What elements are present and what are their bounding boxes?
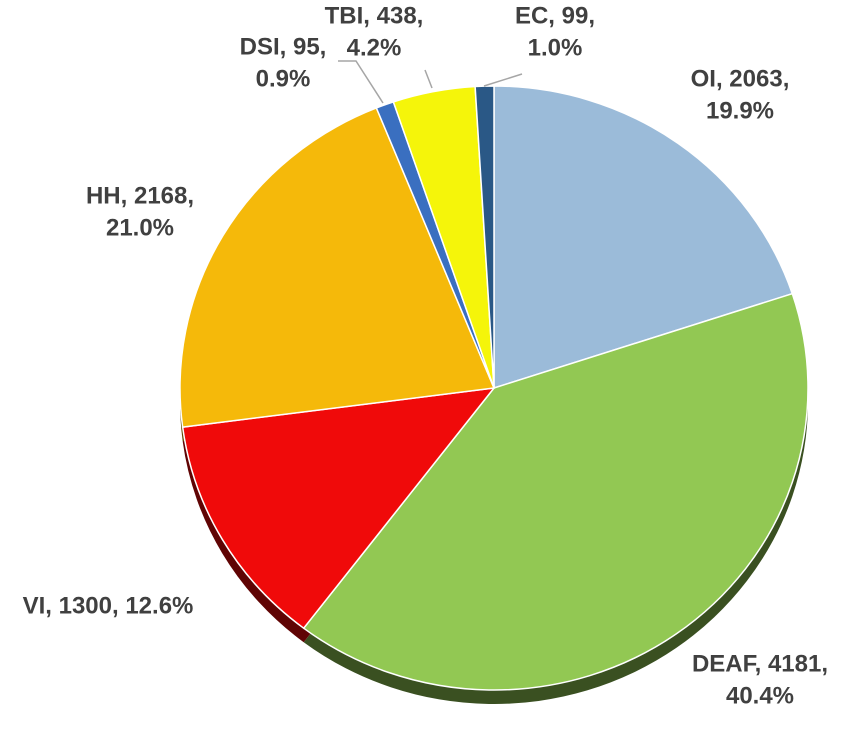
slice	[179, 107, 496, 428]
data-label: 19.9%	[706, 97, 774, 124]
leader-line	[424, 69, 433, 89]
data-label: VI, 1300, 12.6%	[23, 592, 194, 619]
leader-line	[483, 73, 523, 87]
data-label: DEAF, 4181,	[692, 650, 828, 677]
data-label: HH, 2168,	[86, 182, 194, 209]
data-label: 1.0%	[528, 34, 583, 61]
slice	[181, 387, 496, 630]
data-label: 4.2%	[347, 34, 402, 61]
slice	[493, 85, 794, 390]
data-label: EC, 99,	[515, 2, 595, 29]
slice	[302, 292, 809, 691]
data-label: TBI, 438,	[325, 2, 424, 29]
data-label: OI, 2063,	[691, 65, 790, 92]
data-label: 40.4%	[726, 682, 794, 709]
pie	[179, 85, 809, 691]
data-label: 21.0%	[106, 214, 174, 241]
leader-line	[338, 60, 384, 104]
data-labels: OI, 2063, 19.9% DEAF, 4181, 40.4% VI, 1300, …	[23, 2, 828, 709]
data-label: 0.9%	[256, 65, 311, 92]
data-label: DSI, 95,	[240, 33, 327, 60]
